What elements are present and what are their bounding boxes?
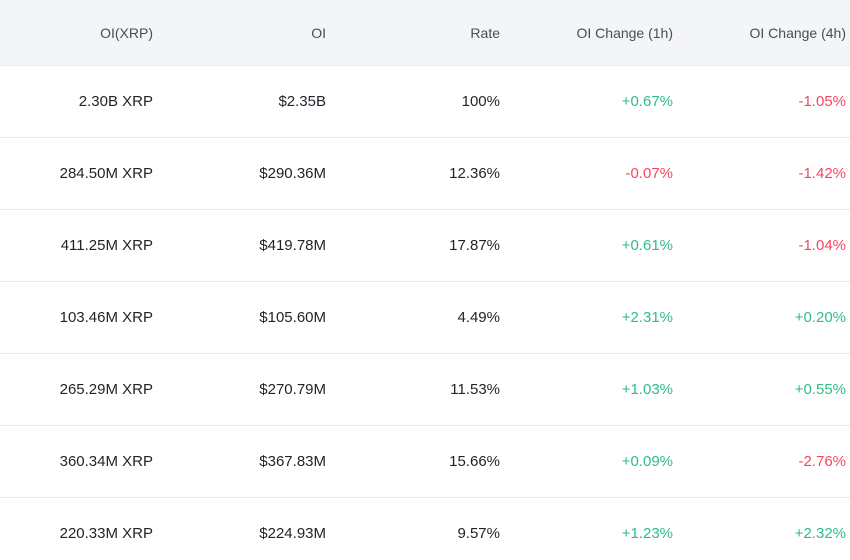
table-row[interactable]: 284.50M XRP $290.36M 12.36% -0.07% -1.42% — [0, 138, 850, 210]
cell-oi-change-4h: -2.76% — [798, 453, 846, 470]
cell-oi-change-1h: +1.23% — [621, 524, 673, 542]
header-rate[interactable]: Rate — [470, 24, 500, 41]
cell-oi: $224.93M — [259, 524, 326, 542]
cell-oi-xrp: 2.30B XRP — [78, 93, 153, 110]
table-row[interactable]: 360.34M XRP $367.83M 15.66% +0.09% -2.76% — [0, 426, 850, 498]
cell-oi: $105.60M — [259, 309, 326, 326]
table-row[interactable]: 2.30B XRP $2.35B 100% +0.67% -1.05% — [0, 66, 850, 138]
cell-oi-change-4h: +2.32% — [794, 524, 846, 542]
cell-oi: $419.78M — [259, 237, 326, 254]
header-oi-change-1h[interactable]: OI Change (1h) — [576, 24, 674, 41]
cell-oi-xrp: 411.25M XRP — [60, 237, 153, 254]
cell-oi-change-1h: -0.07% — [625, 165, 673, 182]
cell-oi: $290.36M — [259, 165, 326, 182]
header-oi-xrp[interactable]: OI(XRP) — [100, 24, 153, 41]
cell-oi-xrp: 220.33M XRP — [59, 524, 153, 542]
table-body: 2.30B XRP $2.35B 100% +0.67% -1.05% 284.50M X… — [0, 66, 850, 560]
cell-oi-xrp: 284.50M XRP — [59, 165, 153, 182]
cell-rate: 4.49% — [457, 309, 500, 326]
cell-oi-xrp: 103.46M XRP — [59, 309, 153, 326]
table-row[interactable]: 220.33M XRP $224.93M 9.57% +1.23% +2.32% — [0, 498, 850, 560]
cell-oi: $270.79M — [259, 381, 326, 398]
cell-oi-xrp: 360.34M XRP — [59, 453, 153, 470]
cell-oi-change-1h: +0.67% — [621, 93, 673, 110]
cell-rate: 9.57% — [457, 524, 500, 542]
cell-oi-change-1h: +1.03% — [621, 381, 673, 398]
header-oi-change-4h[interactable]: OI Change (4h) — [749, 24, 847, 41]
cell-rate: 11.53% — [450, 381, 500, 398]
cell-oi-change-4h: -1.04% — [798, 237, 846, 254]
cell-oi: $367.83M — [259, 453, 326, 470]
table-row[interactable]: 411.25M XRP $419.78M 17.87% +0.61% -1.04% — [0, 210, 850, 282]
cell-oi-xrp: 265.29M XRP — [59, 381, 153, 398]
cell-oi-change-4h: +0.55% — [794, 381, 846, 398]
table-row[interactable]: 265.29M XRP $270.79M 11.53% +1.03% +0.55% — [0, 354, 850, 426]
cell-oi-change-4h: -1.42% — [798, 165, 846, 182]
cell-oi-change-4h: -1.05% — [798, 93, 846, 110]
table-row[interactable]: 103.46M XRP $105.60M 4.49% +2.31% +0.20% — [0, 282, 850, 354]
table-header: OI(XRP) OI Rate OI Change (1h) OI Change… — [0, 0, 850, 66]
header-oi[interactable]: OI — [311, 24, 326, 41]
cell-rate: 100% — [461, 93, 500, 110]
cell-rate: 15.66% — [449, 453, 500, 470]
cell-oi-change-4h: +0.20% — [794, 309, 846, 326]
cell-oi-change-1h: +0.61% — [621, 237, 673, 254]
cell-oi-change-1h: +0.09% — [621, 453, 673, 470]
cell-oi: $2.35B — [278, 93, 326, 110]
cell-oi-change-1h: +2.31% — [621, 309, 673, 326]
cell-rate: 17.87% — [449, 237, 500, 254]
cell-rate: 12.36% — [449, 165, 500, 182]
